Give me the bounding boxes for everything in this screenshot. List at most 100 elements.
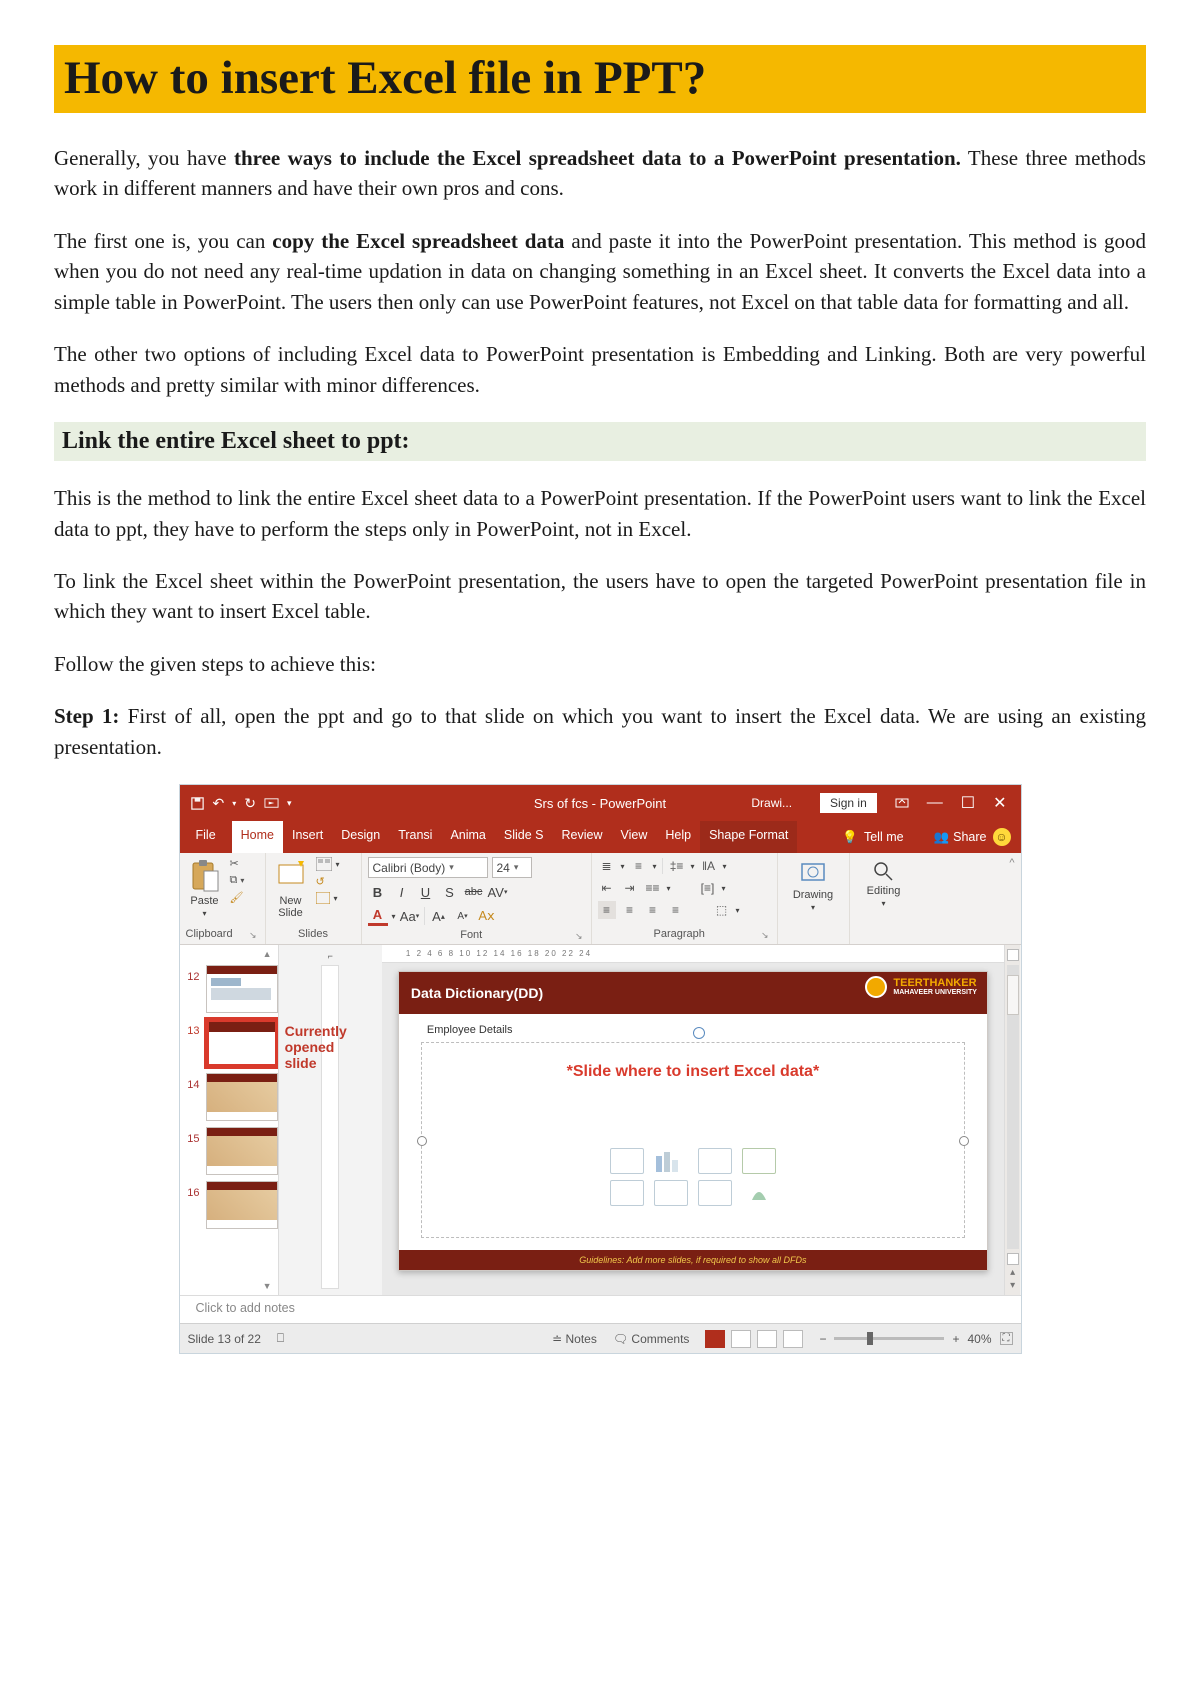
tab-insert[interactable]: Insert [283,821,332,853]
justify-button[interactable]: ≡ [667,901,685,919]
tab-home[interactable]: Home [232,821,283,853]
content-placeholder[interactable]: *Slide where to insert Excel data* [421,1042,965,1238]
scroll-down-icon[interactable] [1007,1253,1019,1265]
line-spacing-button[interactable]: ‡≡ [668,857,686,875]
tab-transitions[interactable]: Transi [389,821,441,853]
share-button[interactable]: 👥 Share [934,830,987,845]
grow-font-button[interactable]: A▴ [429,906,449,926]
tellme-icon[interactable]: 💡 [842,830,858,845]
align-center-button[interactable]: ≡ [621,901,639,919]
shadow-button[interactable]: S [440,882,460,902]
collapse-ribbon-icon[interactable]: ^ [918,853,1021,873]
char-spacing-button[interactable]: AV▾ [488,882,508,902]
cut-icon[interactable]: ✂ [230,857,245,870]
ribbon-display-icon[interactable] [895,796,909,810]
slide[interactable]: Data Dictionary(DD) TEERTHANKER MAHAVEER… [398,971,988,1271]
scroll-up-icon[interactable] [1007,949,1019,961]
bullets-button[interactable]: ≣ [598,857,616,875]
tab-help[interactable]: Help [656,821,700,853]
thumbnail-12[interactable]: 12 [180,965,279,1013]
font-launcher-icon[interactable]: ↘ [575,931,585,945]
present-icon[interactable] [264,796,279,811]
insert-3d-icon[interactable] [742,1148,776,1174]
save-icon[interactable] [190,796,205,811]
prev-slide-icon[interactable]: ▴ [1010,1267,1015,1278]
bold-button[interactable]: B [368,882,388,902]
insert-online-pic-icon[interactable] [654,1180,688,1206]
align-right-button[interactable]: ≡ [644,901,662,919]
italic-button[interactable]: I [392,882,412,902]
zoom-in-icon[interactable]: + [952,1332,959,1346]
qat-more-icon[interactable]: ▾ [287,798,292,809]
change-case-button[interactable]: Aa▾ [400,906,420,926]
section-button[interactable]: ▾ [316,892,340,904]
copy-icon[interactable]: ⧉ ▾ [230,874,245,887]
reset-button[interactable]: ↺ [316,875,340,888]
feedback-icon[interactable]: ☺ [993,828,1011,846]
sorter-view-button[interactable] [731,1330,751,1348]
maximize-button[interactable]: ☐ [961,793,975,813]
inc-indent-button[interactable]: ⇥ [621,879,639,897]
strike-button[interactable]: abc [464,882,484,902]
insert-picture-icon[interactable] [610,1180,644,1206]
insert-video-icon[interactable] [698,1180,732,1206]
vertical-scrollbar[interactable]: ▴ ▾ [1004,945,1021,1295]
next-slide-icon[interactable]: ▾ [1010,1280,1015,1291]
rotate-handle-icon[interactable] [693,1027,705,1039]
redo-icon[interactable]: ↻ [244,795,256,812]
normal-view-button[interactable] [705,1330,725,1348]
zoom-out-icon[interactable]: − [819,1332,826,1346]
insert-table-icon[interactable] [610,1148,644,1174]
notes-pane[interactable]: Click to add notes [180,1295,1021,1323]
status-spellcheck-icon[interactable]: ⎕ [277,1331,284,1346]
columns-button[interactable]: ≡≡ [644,879,662,897]
drawing-button[interactable]: Drawing ▾ [789,857,837,914]
chevron-down-icon[interactable]: ▾ [232,799,236,808]
comments-toggle[interactable]: 🗨 Comments [613,1332,690,1346]
tab-view[interactable]: View [612,821,657,853]
signin-button[interactable]: Sign in [820,793,877,813]
thumbnail-15[interactable]: 15 [180,1127,279,1175]
shrink-font-button[interactable]: A▾ [453,906,473,926]
layout-button[interactable]: ▾ [316,857,340,871]
font-name-combo[interactable]: Calibri (Body)▾ [368,857,488,878]
thumbnail-16[interactable]: 16 [180,1181,279,1229]
dec-indent-button[interactable]: ⇤ [598,879,616,897]
tab-review[interactable]: Review [553,821,612,853]
font-size-combo[interactable]: 24▾ [492,857,532,878]
editing-button[interactable]: Editing ▾ [863,857,905,910]
insert-icon-icon[interactable] [742,1180,776,1206]
thumbnail-13[interactable]: 13 [180,1019,279,1067]
numbering-button[interactable]: ≡ [630,857,648,875]
undo-icon[interactable]: ↶ [213,795,225,812]
align-text-button[interactable]: [≡] [699,879,717,897]
clipboard-launcher-icon[interactable]: ↘ [249,930,259,944]
minimize-button[interactable]: — [927,794,943,812]
thumb-scroll-up-icon[interactable]: ▲ [180,949,278,959]
tab-design[interactable]: Design [332,821,389,853]
smartart-button[interactable]: ⬚ [713,901,731,919]
underline-button[interactable]: U [416,882,436,902]
tab-shape-format[interactable]: Shape Format [700,821,797,853]
thumbnail-14[interactable]: 14 [180,1073,279,1121]
close-button[interactable]: ✕ [993,793,1006,813]
slideshow-view-button[interactable] [783,1330,803,1348]
format-painter-icon[interactable]: 🖌 [230,891,245,904]
fit-window-icon[interactable]: ⛶ [1000,1332,1013,1345]
insert-smartart-icon[interactable] [698,1148,732,1174]
font-color-button[interactable]: A [368,906,388,926]
tab-animations[interactable]: Anima [441,821,494,853]
thumb-scroll-down-icon[interactable]: ▼ [180,1281,278,1291]
new-slide-button[interactable]: New Slide [272,857,310,921]
tab-tellme[interactable]: Tell me [864,830,904,844]
tab-file[interactable]: File [180,821,232,853]
zoom-control[interactable]: − + 40% ⛶ [819,1332,1012,1346]
paragraph-launcher-icon[interactable]: ↘ [761,930,771,944]
align-left-button[interactable]: ≡ [598,901,616,919]
reading-view-button[interactable] [757,1330,777,1348]
paste-button[interactable]: Paste ▾ [186,857,224,920]
notes-toggle[interactable]: ≐ Notes [552,1332,597,1346]
insert-chart-icon[interactable] [654,1148,688,1174]
tab-slideshow[interactable]: Slide S [495,821,553,853]
clear-format-button[interactable]: A𝗑 [477,906,497,926]
